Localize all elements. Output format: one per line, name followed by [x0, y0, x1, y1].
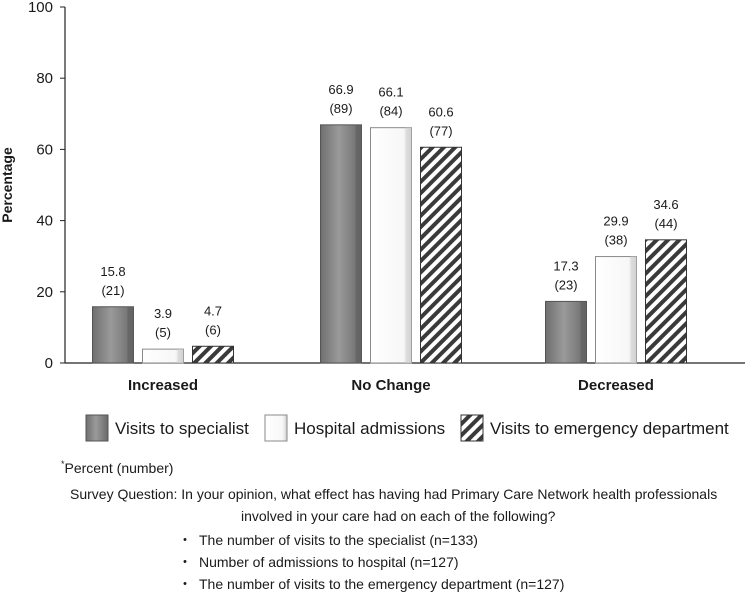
data-label: 66.9 — [328, 82, 353, 97]
bullet-item: ・ The number of visits to the emergency d… — [178, 574, 564, 594]
data-label-count: (77) — [429, 123, 452, 138]
bar — [92, 306, 134, 364]
bar-edge — [405, 127, 412, 364]
x-tick-label: No Change — [351, 377, 430, 394]
data-label: 17.3 — [553, 258, 578, 273]
data-label: 15.8 — [100, 264, 125, 279]
legend-label: Visits to specialist — [115, 419, 249, 438]
bullet-text: Number of admissions to hospital (n=127) — [199, 554, 459, 570]
data-label: 4.7 — [204, 303, 222, 318]
bullet-marker: ・ — [178, 532, 192, 548]
data-label-count: (23) — [554, 277, 577, 292]
data-label-count: (44) — [654, 216, 677, 231]
bar — [320, 124, 362, 364]
y-tick-label: 100 — [28, 0, 53, 16]
data-label: 60.6 — [428, 104, 453, 119]
y-axis-title: Percentage — [0, 147, 15, 223]
y-tick-label: 20 — [36, 284, 53, 301]
legend-label: Visits to emergency department — [490, 419, 729, 438]
bar-chart: 0 20 40 60 80 100 Percentage 15.8 (21) 3.9 (5) 4.7… — [0, 0, 745, 442]
survey-question: Survey Question: In your opinion, what e… — [70, 486, 718, 502]
y-tick-label: 60 — [36, 141, 53, 158]
bar — [420, 146, 462, 364]
data-label-count: (5) — [155, 325, 171, 340]
bar-edge — [580, 301, 587, 363]
bullet-marker: ・ — [178, 576, 192, 592]
bar — [645, 239, 687, 364]
data-label-count: (21) — [101, 283, 124, 298]
bar — [545, 300, 587, 364]
legend-swatch — [85, 414, 109, 442]
data-label: 66.1 — [378, 85, 403, 100]
bar — [142, 348, 184, 364]
bar-edge — [630, 256, 637, 363]
x-tick-label: Decreased — [578, 377, 654, 394]
survey-question-continued: involved in your care had on each of the… — [241, 508, 556, 524]
y-tick-label: 80 — [36, 70, 53, 87]
bar — [192, 345, 234, 364]
data-label: 34.6 — [653, 197, 678, 212]
data-label: 3.9 — [154, 306, 172, 321]
bullet-text: The number of visits to the specialist (… — [199, 532, 478, 548]
y-tick-label: 0 — [45, 355, 53, 372]
footnote-marker: * — [61, 459, 65, 469]
legend: Visits to specialist Hospital admissions V… — [85, 414, 729, 442]
footnote-percent: *Percent (number) — [61, 459, 173, 476]
bullet-text: The number of visits to the emergency de… — [199, 576, 565, 592]
bullet-item: ・ The number of visits to the specialist … — [178, 530, 478, 550]
legend-label: Hospital admissions — [294, 419, 445, 438]
bullet-marker: ・ — [178, 554, 192, 570]
legend-swatch — [460, 414, 484, 442]
footnote-percent-text: Percent (number) — [64, 460, 174, 476]
bar-edge — [355, 124, 362, 363]
bar-edge — [177, 349, 184, 363]
x-tick-label: Increased — [128, 377, 198, 394]
data-label-count: (84) — [379, 104, 402, 119]
bullet-item: ・ Number of admissions to hospital (n=127… — [178, 552, 459, 572]
bar — [595, 256, 637, 364]
data-label: 29.9 — [603, 214, 628, 229]
y-tick-label: 40 — [36, 213, 53, 230]
bars-group — [92, 124, 687, 364]
data-label-count: (38) — [604, 233, 627, 248]
bar — [370, 127, 412, 364]
data-label-count: (6) — [205, 322, 221, 337]
data-labels-group: 15.8 (21) 3.9 (5) 4.7 (6) Increased 66.9 (89) 66.… — [100, 82, 678, 394]
data-label-count: (89) — [329, 101, 352, 116]
bar-edge — [127, 306, 134, 363]
legend-swatch — [264, 414, 288, 442]
